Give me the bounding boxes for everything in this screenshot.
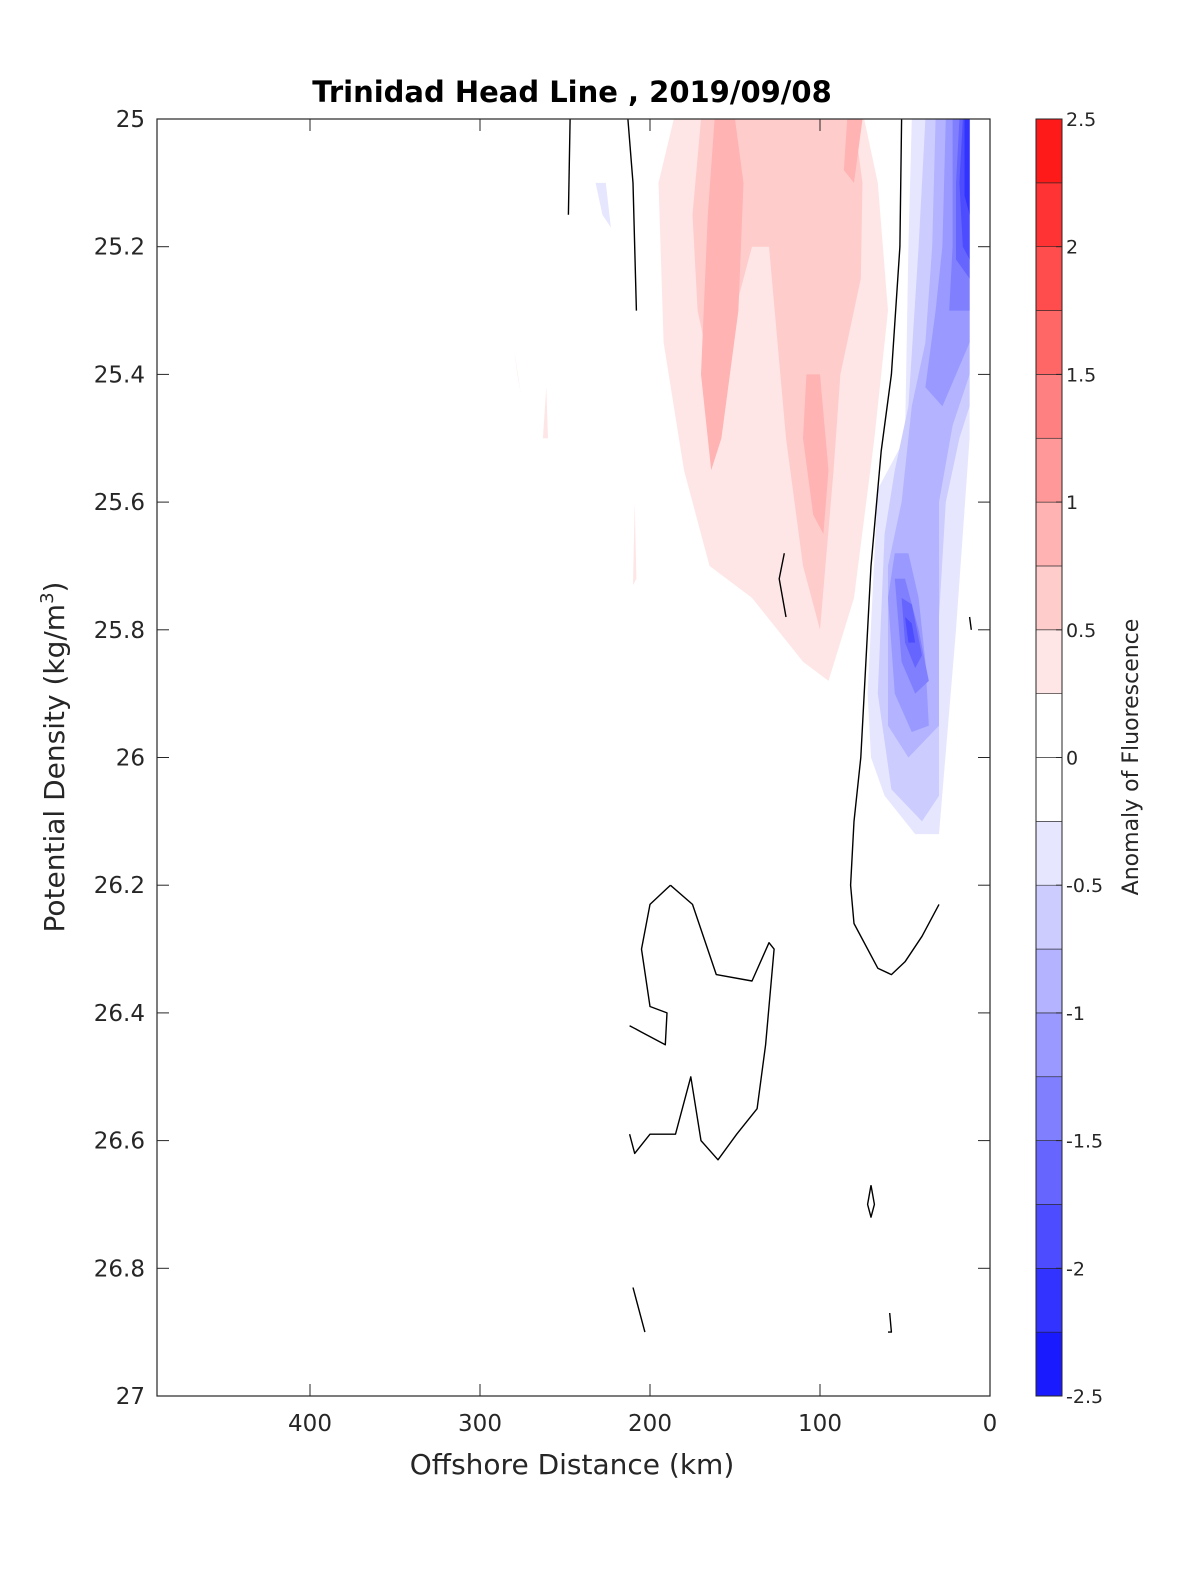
colorbar-swatch: [1035, 629, 1063, 694]
colorbar-swatch: [1035, 182, 1063, 248]
y-tick-label: 25.2: [94, 235, 145, 261]
y-tick-label: 25.6: [94, 490, 145, 516]
x-tick-label: 300: [458, 1411, 502, 1437]
colorbar-tick-label: -1: [1066, 1003, 1085, 1025]
y-axis-label-main: Potential Density (kg/m: [38, 604, 71, 933]
y-axis-label: Potential Density (kg/m3): [37, 582, 71, 933]
y-axis-label-tail: ): [38, 582, 71, 593]
colorbar-tick-label: 2.5: [1066, 109, 1096, 131]
colorbar-swatch: [1035, 118, 1063, 184]
contour-fill-region-5: [514, 348, 521, 394]
y-tick-label: 26.2: [94, 873, 145, 899]
contour-fill-region-2: [701, 119, 744, 471]
y-tick-label: 26: [116, 746, 145, 772]
zero-contour-7: [632, 1287, 646, 1333]
zero-contour-3: [778, 553, 787, 618]
y-axis-label-superscript: 3: [37, 592, 58, 603]
colorbar: 2.5 2 1.5 1 0.5 0 -0.5 -1 -1.5 -2 -2.5: [1035, 109, 1103, 1408]
contour-fill-region-6: [542, 387, 548, 439]
colorbar-swatch: [1035, 1012, 1063, 1078]
y-tick-label: 26.4: [94, 1001, 145, 1027]
colorbar-swatch: [1035, 374, 1063, 439]
contour-fills: [514, 119, 970, 835]
zero-contour-2: [849, 119, 940, 976]
contour-fill-region-19: [905, 617, 916, 643]
colorbar-swatch: [1035, 565, 1063, 631]
colorbar-label: Anomaly of Fluorescence: [1119, 619, 1144, 896]
contour-fill-region-7: [633, 502, 637, 586]
y-tick-label: 26.6: [94, 1129, 145, 1155]
colorbar-tick-label: -0.5: [1066, 875, 1103, 897]
colorbar-swatch: [1035, 1076, 1063, 1141]
x-tick-label: 400: [288, 1411, 332, 1437]
zero-contour-9: [888, 1312, 893, 1333]
colorbar-swatch: [1035, 1140, 1063, 1205]
contour-fill-region-8: [595, 182, 611, 228]
y-axis-ticks: 25 25.2 25.4 25.6 25.8 26 26.2 26.4 26.6 26.8 27: [94, 107, 990, 1410]
contour-fill-region-4: [843, 119, 863, 183]
colorbar-swatch: [1035, 501, 1063, 567]
colorbar-tick-label: 2: [1066, 237, 1078, 259]
colorbar-tick-label: -2.5: [1066, 1386, 1103, 1408]
y-tick-label: 25: [116, 107, 145, 133]
colorbar-swatch: [1035, 884, 1063, 950]
colorbar-swatch: [1035, 948, 1063, 1014]
contour-fill-region-20: [964, 119, 970, 215]
contour-fill-region-3: [803, 374, 829, 534]
colorbar-ticks: 2.5 2 1.5 1 0.5 0 -0.5 -1 -1.5 -2 -2.5: [1056, 109, 1103, 1408]
plot-area: 400 300 200 100 0 25 25.2 25.4 25.6 25.8 26 26.2 26…: [94, 107, 998, 1437]
x-tick-label: 0: [983, 1411, 998, 1437]
zero-contour-lines: [567, 119, 972, 1333]
chart-title: Trinidad Head Line , 2019/09/08: [312, 75, 832, 109]
y-tick-label: 25.4: [94, 362, 145, 388]
colorbar-tick-label: 0.5: [1066, 620, 1096, 642]
colorbar-swatch: [1035, 310, 1063, 375]
colorbar-swatch: [1035, 1331, 1063, 1397]
x-tick-label: 200: [628, 1411, 672, 1437]
x-axis-ticks: 400 300 200 100 0: [288, 119, 997, 1437]
zero-contour-5: [628, 884, 775, 1161]
colorbar-tick-label: -2: [1066, 1258, 1085, 1280]
colorbar-tick-label: -1.5: [1066, 1131, 1103, 1153]
y-tick-label: 26.8: [94, 1256, 145, 1282]
colorbar-swatch: [1035, 693, 1063, 758]
zero-contour-6: [629, 884, 671, 1046]
colorbar-tick-label: 0: [1066, 748, 1078, 770]
zero-contour-1: [627, 119, 638, 311]
colorbar-swatch: [1035, 757, 1063, 822]
x-tick-label: 100: [798, 1411, 842, 1437]
colorbar-swatch: [1035, 1268, 1063, 1333]
colorbar-swatch: [1035, 821, 1063, 886]
colorbar-swatches: [1035, 118, 1063, 1397]
colorbar-swatch: [1035, 1204, 1063, 1269]
zero-contour-0: [567, 119, 571, 215]
zero-contour-4: [968, 616, 972, 630]
colorbar-tick-label: 1.5: [1066, 364, 1096, 386]
x-axis-label: Offshore Distance (km): [410, 1448, 735, 1481]
colorbar-swatch: [1035, 246, 1063, 311]
colorbar-tick-label: 1: [1066, 492, 1078, 514]
y-tick-label: 27: [116, 1384, 145, 1410]
colorbar-swatch: [1035, 437, 1063, 503]
zero-contour-8: [866, 1185, 876, 1218]
y-tick-label: 25.8: [94, 618, 145, 644]
